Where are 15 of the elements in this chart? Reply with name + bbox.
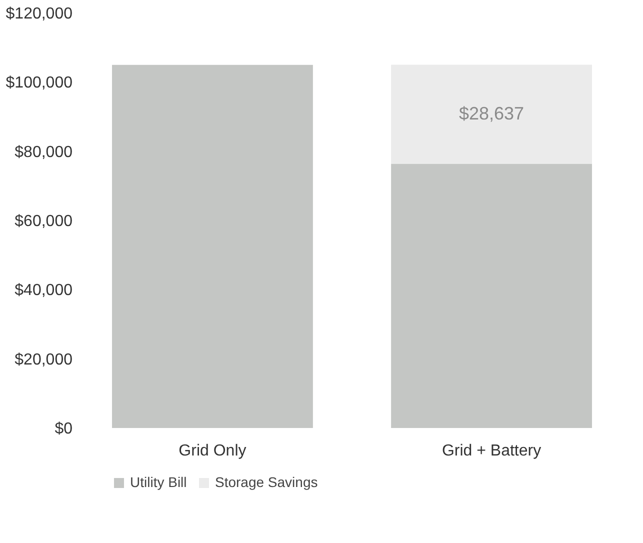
bar — [391, 64, 592, 164]
data-label: $28,637 — [458, 103, 524, 124]
y-tick-label: $0 — [54, 420, 73, 438]
y-tick-label: $60,000 — [14, 213, 73, 230]
y-tick-label: $40,000 — [14, 282, 73, 300]
legend-label: Utility Bill — [130, 474, 187, 490]
x-tick-label: Grid + Battery — [442, 442, 542, 460]
bar — [391, 164, 592, 428]
bar — [112, 64, 313, 428]
legend-label: Storage Savings — [215, 474, 318, 490]
y-tick-label: $120,000 — [6, 6, 73, 22]
y-tick-label: $100,000 — [6, 74, 73, 92]
x-tick-label: Grid Only — [178, 442, 246, 460]
y-tick-label: $20,000 — [14, 351, 73, 368]
y-tick-label: $80,000 — [14, 144, 73, 161]
